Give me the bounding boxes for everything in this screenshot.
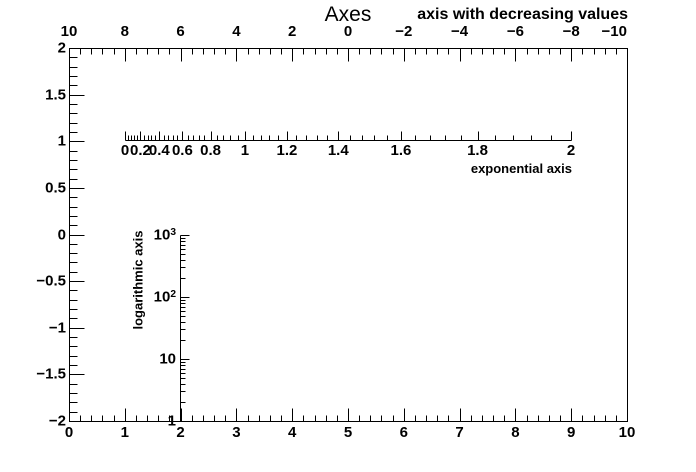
tick-label-x-top-decreasing: 2: [288, 23, 297, 40]
tick-label-x-exponential: 0.2: [130, 142, 151, 159]
tick-label-x-exponential: 1.2: [276, 142, 298, 159]
tick-label-x-top-decreasing: −4: [451, 23, 469, 40]
decreasing-axis-title: axis with decreasing values: [417, 6, 628, 23]
tick-label-x-exponential: 0: [120, 142, 130, 159]
tick-label-x-bottom: 0: [64, 424, 74, 441]
tick-label-x-exponential: 1.8: [467, 142, 488, 159]
tick-label-x-exponential: 0.6: [171, 142, 193, 159]
tick-label-y-left: −1.5: [36, 365, 66, 383]
tick-label-y-logarithmic: 1: [167, 412, 176, 430]
tick-label-x-top-decreasing: 0: [343, 23, 353, 40]
tick-label-x-exponential: 2: [566, 142, 576, 159]
exponential-axis-title: exponential axis: [470, 161, 572, 176]
tick-label-x-exponential: 1.4: [327, 142, 349, 159]
exponent: 2: [170, 288, 176, 300]
tick-label-x-bottom: 10: [618, 424, 636, 441]
tick-label-x-top-decreasing: 6: [176, 23, 185, 40]
tick-label-x-bottom: 2: [176, 424, 185, 441]
plot-title: Axes: [324, 3, 372, 26]
tick-label-x-top-decreasing: −8: [562, 23, 580, 40]
tick-label-x-exponential: 0.8: [200, 142, 221, 159]
tick-label-y-left: 1.5: [45, 86, 66, 104]
tick-label-y-left: 2: [57, 39, 66, 57]
tick-label-y-left: −1: [48, 319, 66, 337]
tick-label-x-exponential: 0.4: [148, 142, 170, 159]
tick-label-x-bottom: 4: [288, 424, 297, 441]
tick-label-y-logarithmic: 103: [153, 226, 176, 244]
tick-label-y-logarithmic: 10: [159, 350, 176, 368]
tick-label-x-bottom: 9: [567, 424, 576, 441]
tick-label-x-bottom: 5: [343, 424, 353, 441]
tick-label-y-left: −2: [48, 412, 66, 430]
tick-label-x-top-decreasing: 8: [120, 23, 129, 40]
tick-label-x-bottom: 7: [455, 424, 464, 441]
tick-label-x-bottom: 3: [232, 424, 241, 441]
tick-label-x-top-decreasing: −10: [601, 23, 627, 40]
tick-label-x-exponential: 1.6: [390, 142, 412, 159]
tick-label-y-left: 0.5: [45, 179, 66, 197]
tick-label-x-bottom: 6: [399, 424, 408, 441]
tick-label-y-left: 0: [57, 226, 66, 243]
tick-label-x-top-decreasing: −6: [506, 23, 524, 40]
tick-label-x-bottom: 1: [120, 424, 129, 441]
exponent: 3: [170, 226, 176, 238]
tick-label-x-bottom: 8: [511, 424, 520, 441]
tick-label-y-logarithmic: 102: [153, 288, 176, 306]
tick-label-x-exponential: 1: [240, 142, 250, 159]
tick-label-y-left: 1: [57, 132, 66, 150]
logarithmic-axis-title: logarithmic axis: [130, 230, 146, 330]
tick-label-x-top-decreasing: −2: [395, 23, 413, 40]
tick-label-x-top-decreasing: 10: [60, 23, 78, 40]
tick-label-x-top-decreasing: 4: [232, 23, 241, 40]
tick-label-y-left: −0.5: [36, 272, 66, 290]
